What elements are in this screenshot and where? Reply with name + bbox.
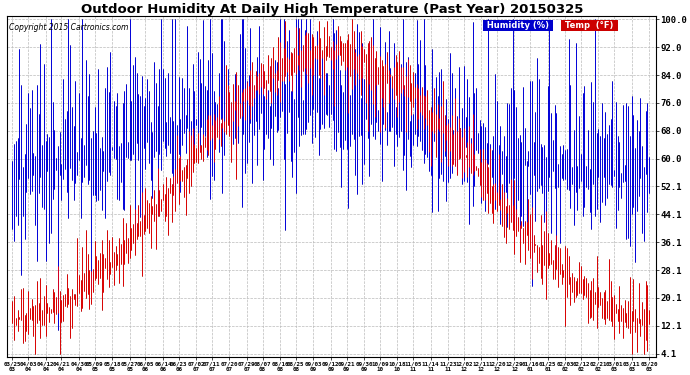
Text: Copyright 2015 Cartronics.com: Copyright 2015 Cartronics.com bbox=[8, 22, 128, 32]
Text: Humidity (%): Humidity (%) bbox=[484, 21, 552, 30]
Text: Temp  (°F): Temp (°F) bbox=[562, 21, 616, 30]
Title: Outdoor Humidity At Daily High Temperature (Past Year) 20150325: Outdoor Humidity At Daily High Temperatu… bbox=[81, 3, 583, 16]
